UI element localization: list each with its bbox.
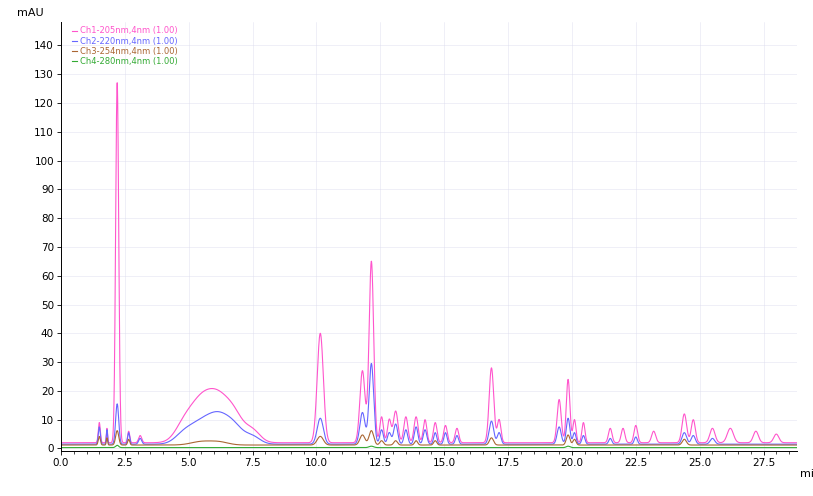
Legend: Ch1-205nm,4nm (1.00), Ch2-220nm,4nm (1.00), Ch3-254nm,4nm (1.00), Ch4-280nm,4nm : Ch1-205nm,4nm (1.00), Ch2-220nm,4nm (1.0… [72, 26, 178, 66]
Text: min: min [801, 469, 813, 479]
Text: mAU: mAU [17, 8, 43, 18]
